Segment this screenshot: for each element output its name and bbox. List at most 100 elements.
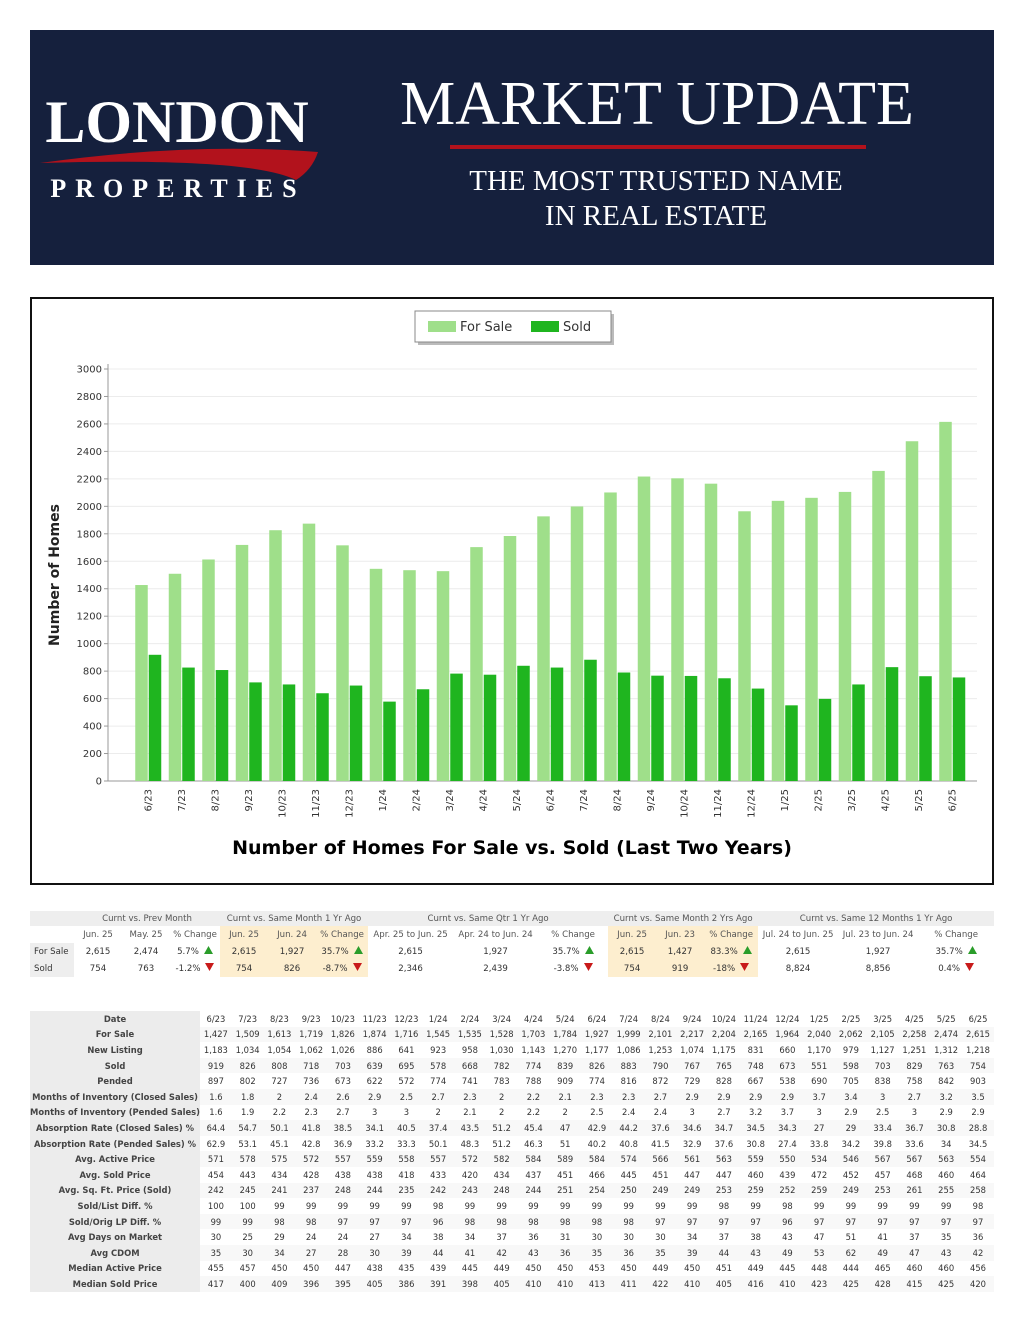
detail-cell: 572 — [295, 1151, 328, 1167]
detail-cell: 2,101 — [644, 1026, 677, 1043]
bar — [470, 547, 483, 781]
detail-cell: 450 — [303, 1263, 320, 1274]
detail-cell: 1,177 — [584, 1044, 609, 1055]
detail-cell: 465 — [874, 1263, 891, 1274]
detail-cell: 2.7 — [336, 1107, 350, 1118]
detail-cell: 578 — [231, 1151, 264, 1167]
detail-cell: 261 — [898, 1182, 931, 1199]
y-tick-label: 2800 — [77, 392, 102, 403]
detail-cell: 460 — [747, 1169, 764, 1180]
detail-cell: 2,615 — [962, 1026, 994, 1043]
detail-cell: 99 — [369, 1200, 380, 1211]
detail-cell: 567 — [866, 1151, 899, 1167]
column-title: Jun. 24 — [268, 926, 317, 943]
detail-cell: 1,874 — [358, 1026, 391, 1043]
date-cell: 8/24 — [651, 1013, 670, 1024]
date-cell: 12/24 — [775, 1013, 800, 1024]
detail-cell: 28 — [327, 1244, 359, 1261]
detail-cell: 1.6 — [200, 1088, 232, 1105]
detail-cell: 27.4 — [778, 1138, 797, 1149]
cell-value: 754 — [623, 963, 641, 974]
detail-cell: 1,074 — [680, 1044, 705, 1055]
detail-cell: 97 — [898, 1213, 931, 1230]
y-axis-label: Number of Homes — [47, 504, 63, 646]
detail-cell: 1.9 — [240, 1107, 255, 1118]
bar — [450, 673, 463, 781]
detail-cell: 99 — [750, 1200, 761, 1211]
date-cell: 11/24 — [743, 1013, 768, 1024]
cell-value: -18% — [712, 964, 736, 974]
detail-cell: 47 — [813, 1232, 825, 1243]
row-label: Sold/List Diff. % — [30, 1198, 201, 1214]
detail-cell: 98 — [581, 1213, 613, 1230]
detail-cell: 438 — [334, 1169, 351, 1180]
x-tick-label: 12/23 — [344, 789, 355, 818]
detail-row: Sold/List Diff. % 100 100 99 99 99 99 99 98 99 99 9… — [30, 1198, 994, 1214]
detail-cell: 584 — [581, 1151, 613, 1167]
cell-value: 754 — [235, 963, 253, 974]
detail-cell: 48.3 — [460, 1138, 480, 1149]
detail-cell: 27 — [369, 1232, 380, 1243]
date-cell: 2/24 — [460, 1013, 480, 1024]
detail-cell: 2.7 — [644, 1088, 677, 1105]
row-label: Absorption Rate (Pended Sales) % — [30, 1135, 201, 1152]
detail-cell: 2,204 — [708, 1026, 740, 1043]
date-cell: 2/25 — [841, 1013, 861, 1024]
trend-arrow — [205, 963, 215, 971]
detail-cell: 2 — [485, 1088, 518, 1105]
detail-cell: 923 — [430, 1044, 447, 1055]
bar — [369, 568, 383, 781]
detail-cell: 450 — [525, 1263, 542, 1274]
x-tick-label: 7/23 — [177, 789, 188, 811]
detail-cell: 2 — [562, 1107, 568, 1118]
detail-cell: 758 — [906, 1076, 923, 1087]
y-tick-label: 2200 — [77, 474, 102, 485]
detail-cell: 3.7 — [803, 1088, 836, 1105]
detail-cell: 237 — [295, 1182, 328, 1199]
detail-cell: 98 — [295, 1213, 328, 1230]
cell-value: 2,615 — [785, 946, 811, 957]
bar — [416, 689, 430, 781]
detail-cell: 97 — [930, 1213, 963, 1230]
cell-value: 2,615 — [619, 946, 645, 957]
detail-cell: 42.8 — [301, 1138, 321, 1149]
trend-arrow — [742, 946, 752, 954]
corner — [30, 911, 74, 926]
summary-cell: 0.4% — [918, 960, 994, 977]
date-cell: 10/24 — [711, 1013, 736, 1024]
summary-cell: 2,474 — [122, 943, 170, 960]
detail-cell: 98 — [517, 1213, 550, 1230]
detail-cell: 24 — [305, 1232, 317, 1243]
detail-cell: 767 — [676, 1057, 709, 1074]
detail-cell: 249 — [644, 1182, 677, 1199]
bar — [148, 654, 162, 781]
detail-cell: 235 — [390, 1182, 423, 1199]
detail-cell: 582 — [485, 1151, 518, 1167]
detail-cell: 34 — [940, 1138, 952, 1149]
summary-row: Sold 754 763 -1.2% 754 826 -8.7% 2,346 2,439 -3.8… — [30, 960, 994, 977]
x-tick-label: 10/24 — [679, 789, 690, 818]
bar — [383, 701, 396, 781]
detail-cell: 763 — [930, 1057, 963, 1074]
detail-cell: 49 — [866, 1244, 899, 1261]
detail-cell: 259 — [739, 1182, 772, 1199]
row-label: New Listing — [30, 1042, 201, 1058]
summary-cell: 8,856 — [838, 960, 918, 977]
detail-cell: 584 — [517, 1151, 550, 1167]
detail-row: For Sale 1,427 1,509 1,613 1,719 1,826 1,874 1,… — [30, 1026, 994, 1043]
detail-cell: 33.4 — [866, 1120, 899, 1136]
detail-cell: 51.2 — [485, 1120, 518, 1136]
detail-cell: 572 — [454, 1151, 486, 1167]
detail-row: New Listing 1,183 1,034 1,054 1,062 1,026 886 6… — [30, 1042, 994, 1058]
detail-cell: 450 — [557, 1263, 574, 1274]
detail-cell: 411 — [612, 1276, 645, 1292]
detail-cell: 428 — [866, 1276, 899, 1292]
detail-cell: 37 — [718, 1232, 730, 1243]
detail-cell: 435 — [398, 1263, 415, 1274]
detail-cell: 44 — [708, 1244, 740, 1261]
row-label: Sold — [30, 1057, 201, 1074]
detail-cell: 41 — [877, 1232, 888, 1243]
y-tick-label: 400 — [83, 722, 102, 733]
detail-cell: 39 — [676, 1244, 709, 1261]
column-title: % Change — [316, 926, 369, 943]
